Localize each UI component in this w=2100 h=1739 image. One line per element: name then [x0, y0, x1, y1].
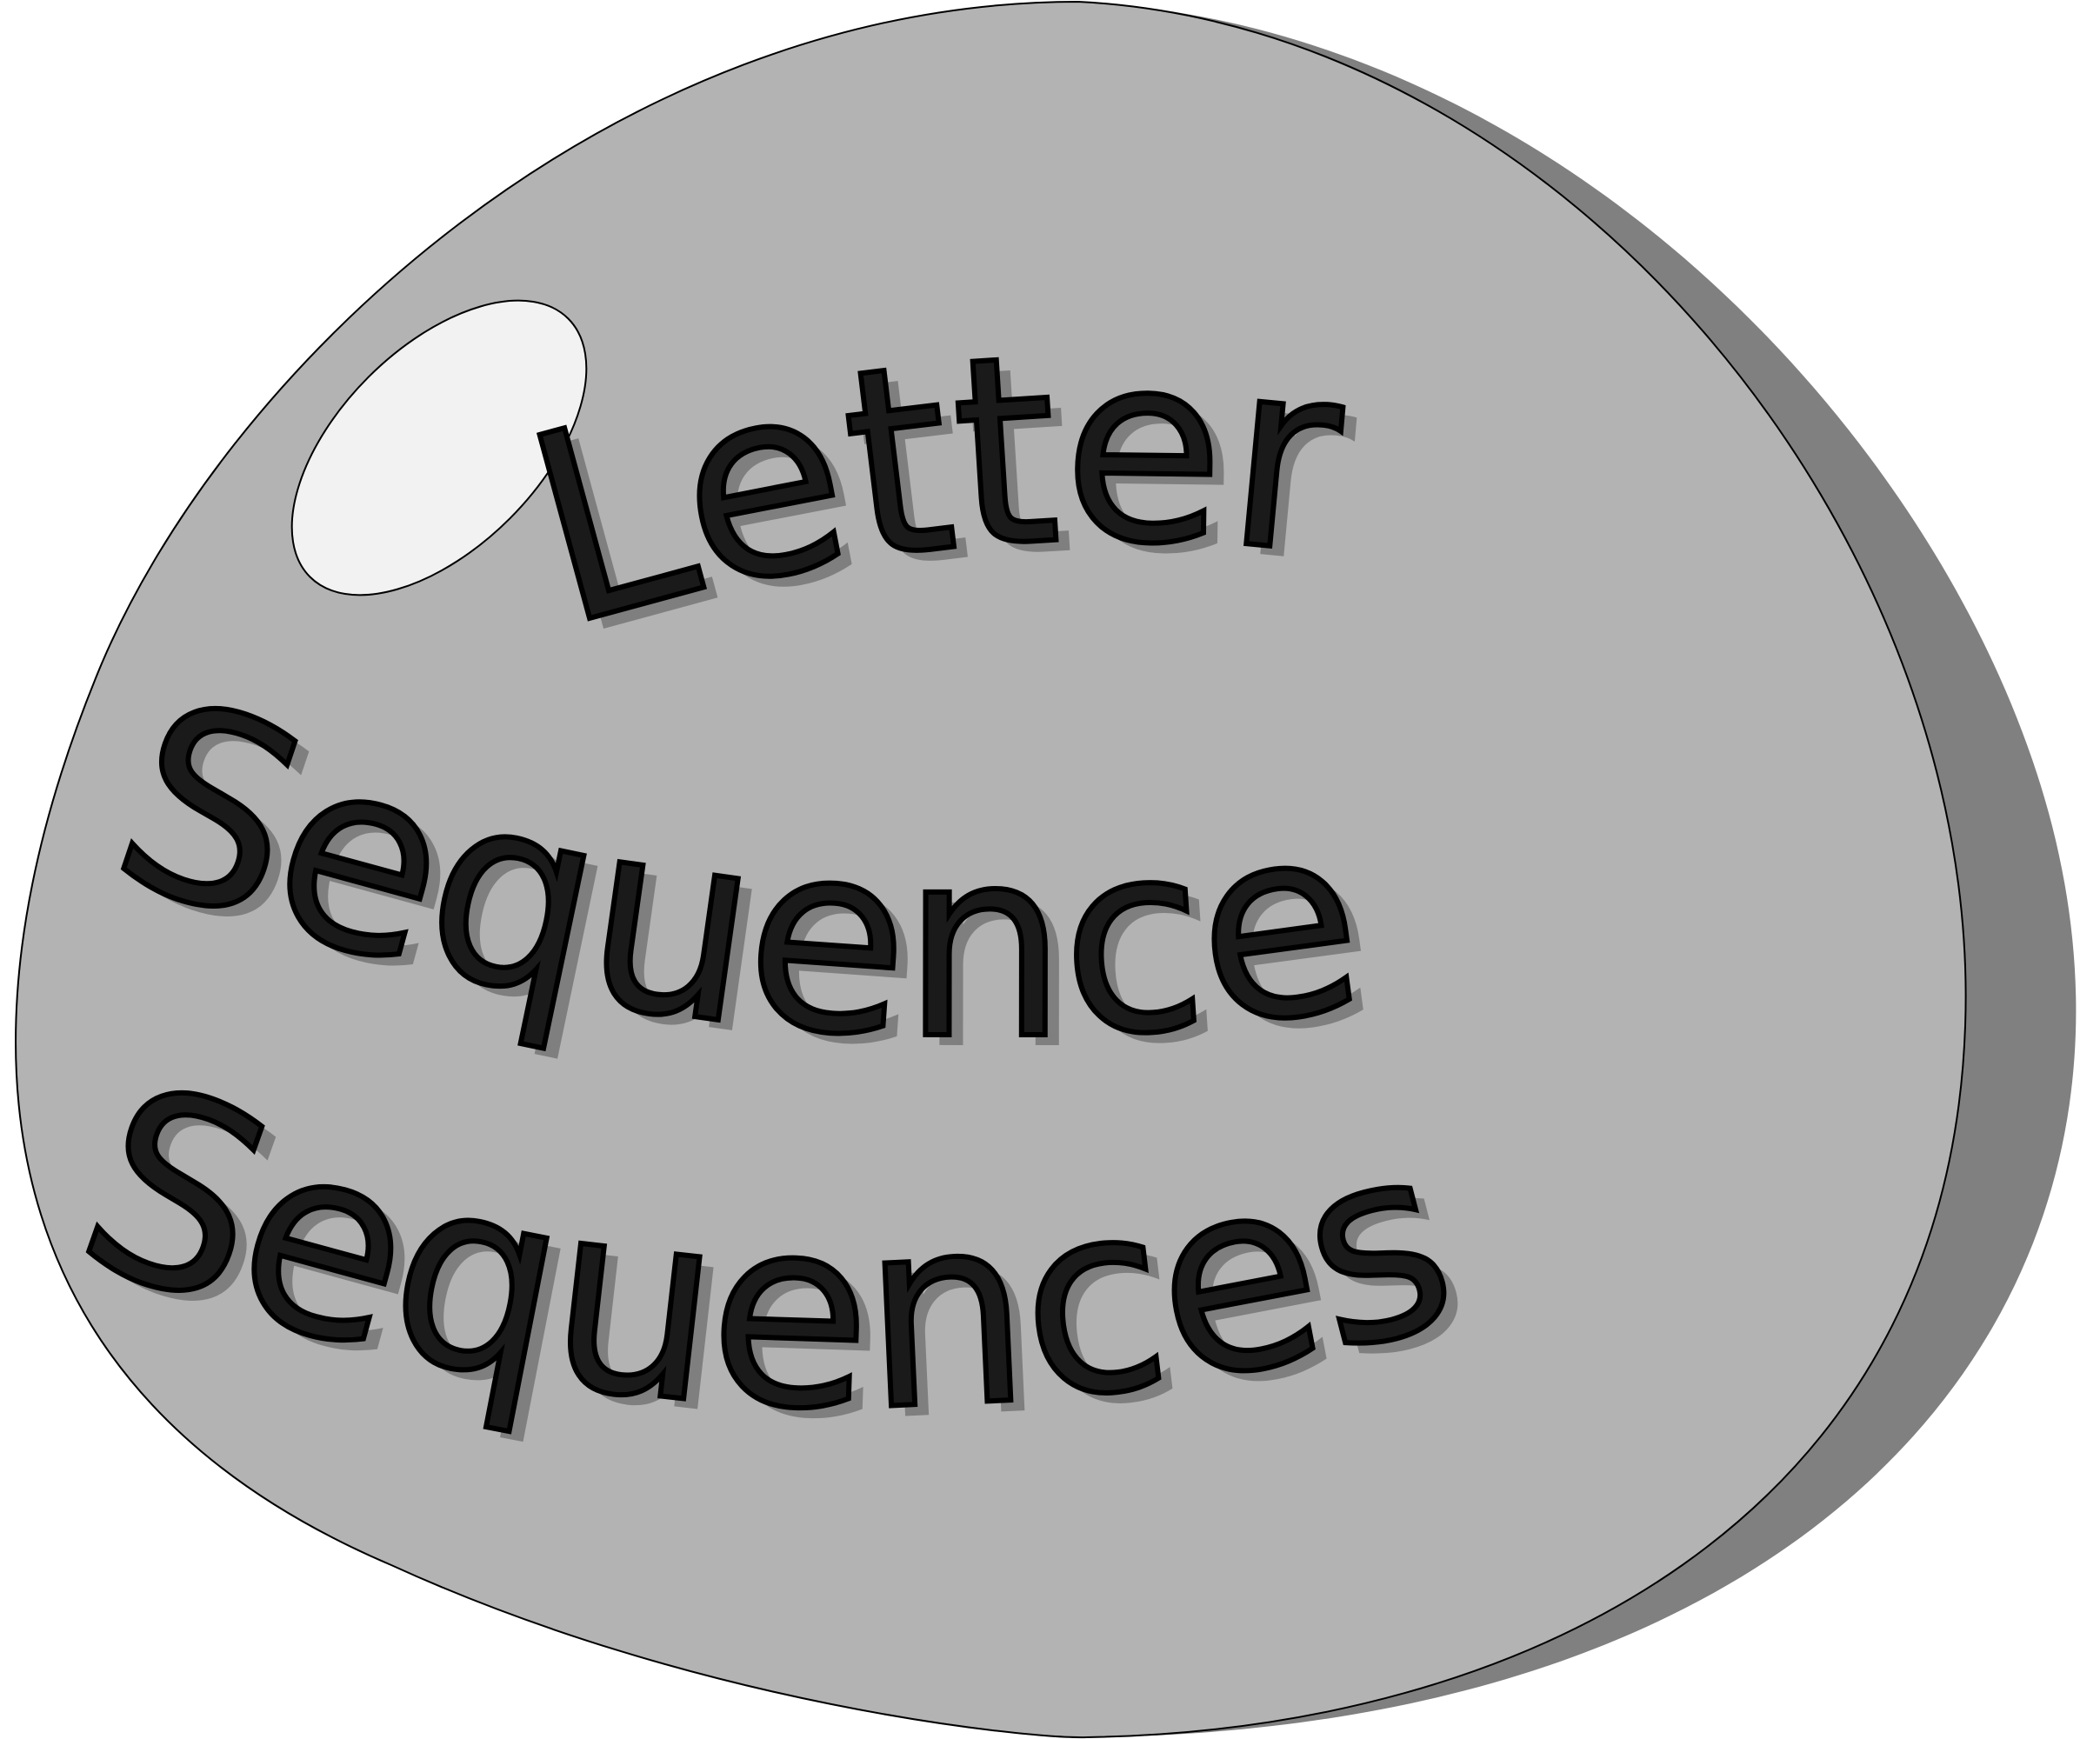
- stone-shadow: [1078, 2, 2077, 1737]
- stone-highlight: [290, 299, 588, 596]
